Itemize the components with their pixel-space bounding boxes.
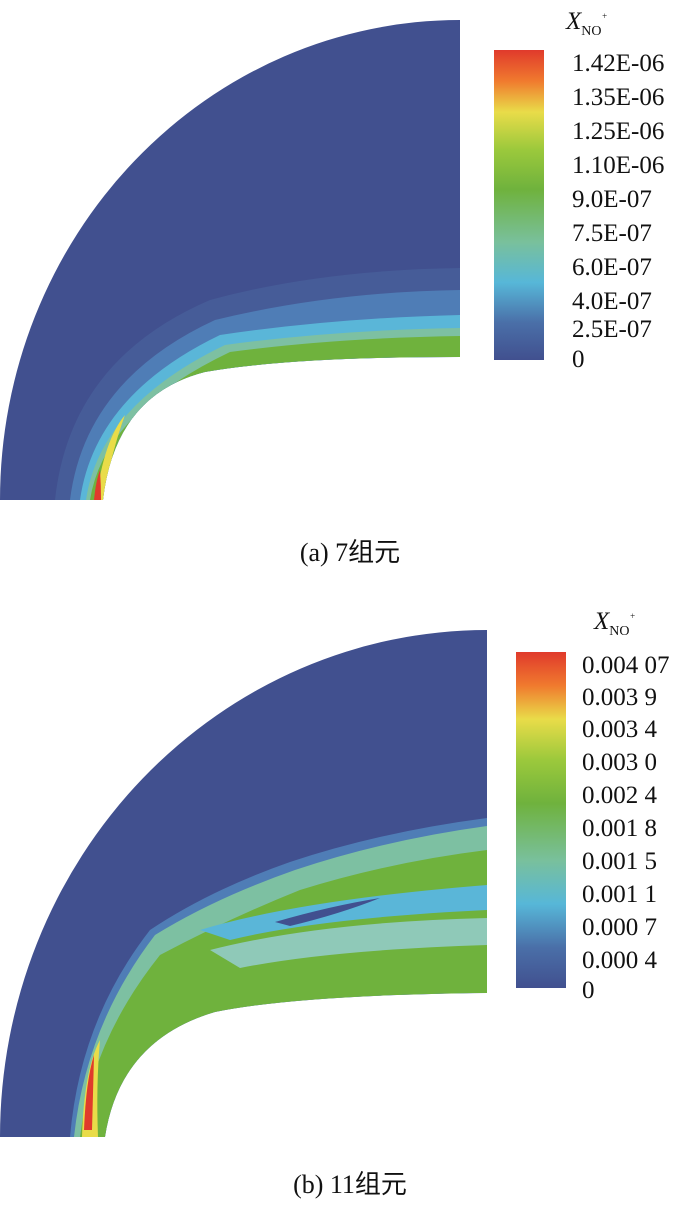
colorbar-tick-a-2: 1.25E-06 <box>572 118 665 145</box>
colorbar-tick-b-4: 0.002 4 <box>582 782 657 809</box>
colorbar-a <box>494 50 544 360</box>
shock-layer-bands-a <box>55 268 460 500</box>
colorbar-title-a: XNO+ <box>566 8 608 39</box>
colorbar-tick-a-1: 1.35E-06 <box>572 84 665 111</box>
colorbar-tick-a-5: 7.5E-07 <box>572 220 652 247</box>
colorbar-tick-b-0: 0.004 07 <box>582 652 670 679</box>
colorbar-title-b: XNO+ <box>594 608 636 639</box>
band-green-b <box>80 850 487 1137</box>
band-red-b <box>84 1055 94 1130</box>
band-cyan-b <box>200 885 487 940</box>
colorbar-tick-a-0: 1.42E-06 <box>572 50 665 77</box>
colorbar-tick-b-1: 0.003 9 <box>582 684 657 711</box>
band-red-a <box>94 470 101 500</box>
figure-panel-b: XNO+ 0.004 07 0.003 9 0.003 4 0.003 0 0.… <box>0 600 700 1206</box>
colorbar-tick-b-5: 0.001 8 <box>582 815 657 842</box>
caption-a: (a) 7组元 <box>299 538 401 567</box>
band-green-a <box>90 336 460 500</box>
flow-domain-a <box>0 20 460 500</box>
colorbar-tick-b-3: 0.003 0 <box>582 749 657 776</box>
shock-layer-bands-b <box>70 818 487 1137</box>
colorbar-tick-a-8: 2.5E-07 <box>572 316 652 343</box>
colorbar-tick-a-4: 9.0E-07 <box>572 186 652 213</box>
colorbar-tick-b-9: 0.000 4 <box>582 947 657 974</box>
caption-b: (b) 11组元 <box>293 1170 407 1199</box>
colorbar-tick-a-9: 0 <box>572 346 585 373</box>
colorbar-tick-b-6: 0.001 5 <box>582 848 657 875</box>
contour-plot-b <box>0 630 566 1137</box>
colorbar-tick-a-7: 4.0E-07 <box>572 288 652 315</box>
band-yellow-a <box>96 415 125 500</box>
band-teal-a <box>86 328 460 500</box>
band-lightteal-b <box>210 918 487 968</box>
colorbar-tick-b-8: 0.000 7 <box>582 914 657 941</box>
colorbar-tick-b-2: 0.003 4 <box>582 716 657 743</box>
band-cyan-a <box>80 315 460 500</box>
colorbar-tick-b-7: 0.001 1 <box>582 881 657 908</box>
contour-plot-a <box>0 20 544 500</box>
figure-panel-a: XNO+ 1.42E-06 1.35E-06 1.25E-06 1.10E-06… <box>0 0 700 600</box>
colorbar-tick-b-10: 0 <box>582 977 595 1004</box>
colorbar-tick-a-3: 1.10E-06 <box>572 152 665 179</box>
band-darkstreak-b <box>275 898 380 926</box>
colorbar-tick-a-6: 6.0E-07 <box>572 254 652 281</box>
colorbar-b <box>516 652 566 988</box>
